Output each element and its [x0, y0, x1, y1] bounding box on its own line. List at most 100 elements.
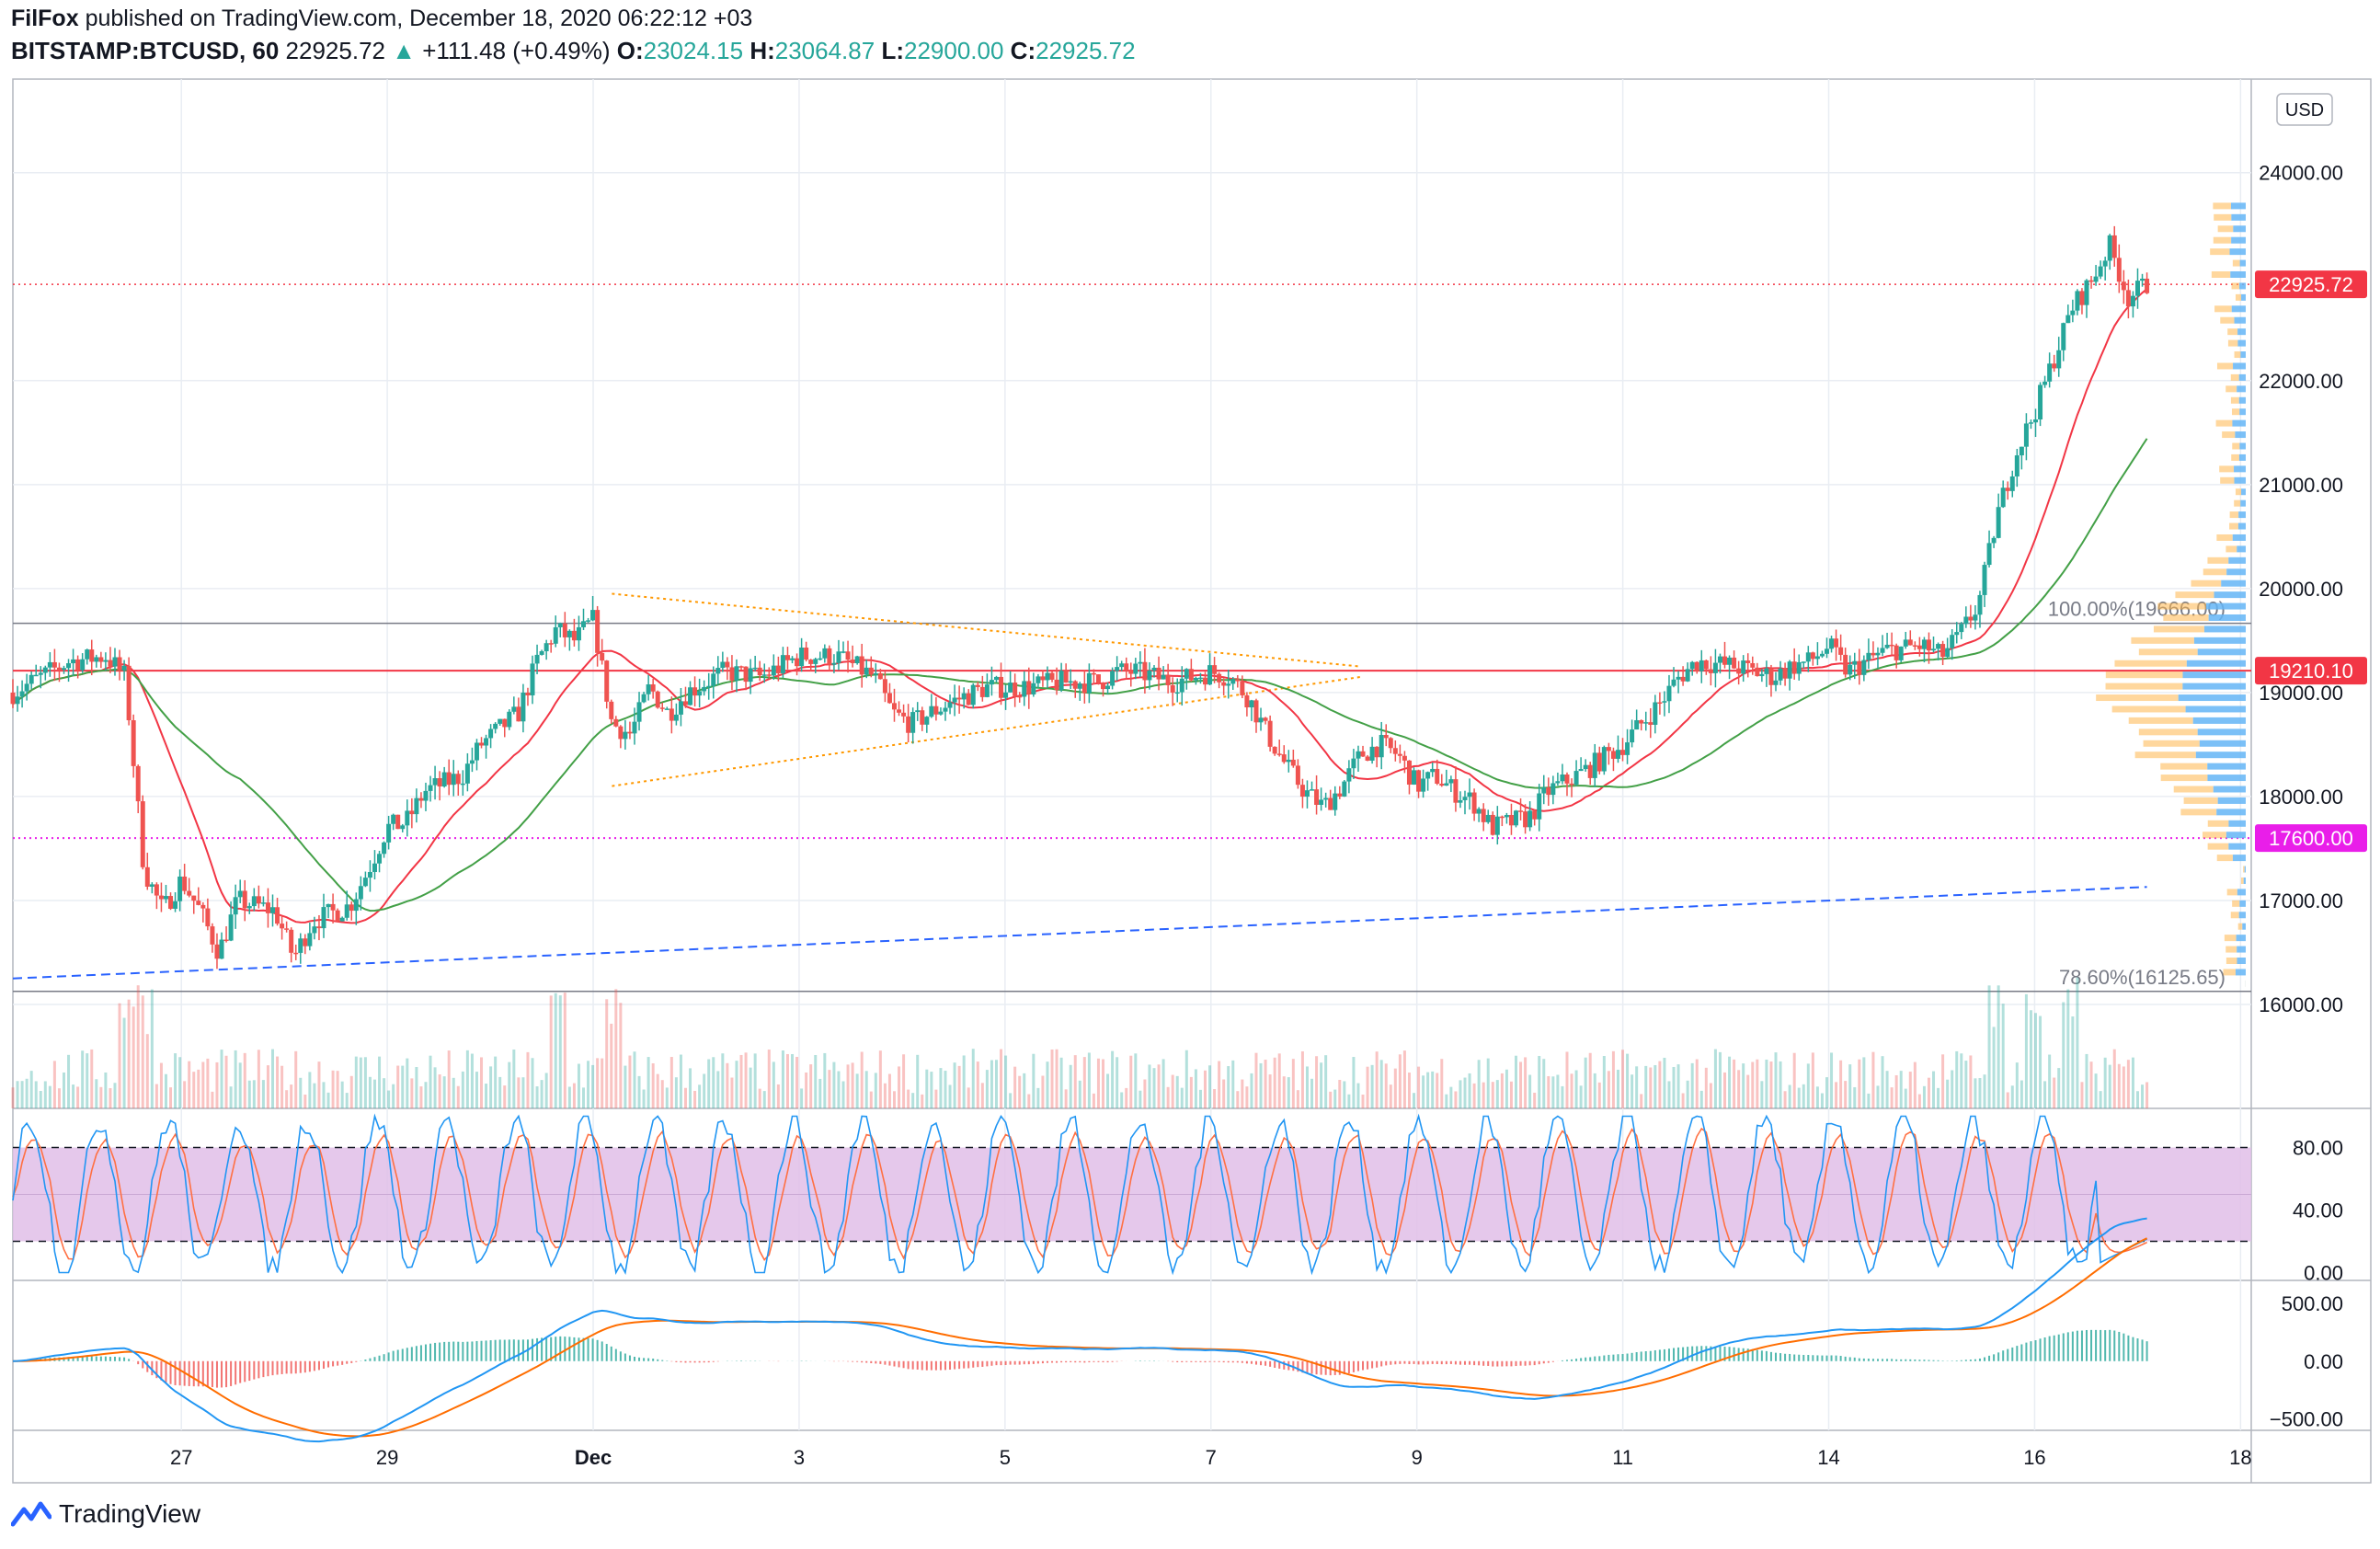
- author-name[interactable]: FilFox: [11, 6, 79, 31]
- volume-profile-bar: [2203, 832, 2226, 839]
- volume-bar: [57, 1088, 61, 1108]
- macd-histogram-bar: [285, 1360, 288, 1374]
- volume-bar: [814, 1054, 818, 1108]
- macd-histogram-bar: [1449, 1360, 1452, 1364]
- volume-bar: [544, 1073, 548, 1108]
- volume-bar: [183, 1081, 187, 1108]
- macd-histogram-bar: [462, 1341, 464, 1361]
- volume-bar: [1579, 1085, 1583, 1108]
- publish-info: FilFox published on TradingView.com, Dec…: [11, 6, 752, 32]
- candle-body: [1875, 652, 1881, 656]
- price-tick-label: 17000.00: [2259, 889, 2343, 912]
- macd-histogram-bar: [99, 1356, 102, 1361]
- volume-bar: [512, 1050, 516, 1108]
- candle-body: [1996, 507, 2001, 538]
- candle-body: [804, 648, 809, 660]
- volume-bar: [1783, 1091, 1787, 1108]
- volume-bar: [48, 1085, 51, 1108]
- candle-body: [1045, 672, 1050, 681]
- volume-bar: [429, 1055, 432, 1108]
- volume-bar: [596, 1058, 600, 1108]
- volume-bar: [81, 1050, 85, 1108]
- macd-histogram-bar: [1617, 1354, 1619, 1361]
- candle-body: [1852, 660, 1858, 665]
- macd-line: [12, 1217, 2147, 1443]
- candle-body: [1226, 683, 1231, 686]
- macd-histogram-bar: [503, 1339, 506, 1361]
- volume-bar: [1370, 1064, 1374, 1108]
- macd-histogram-bar: [568, 1337, 571, 1361]
- candle-body: [864, 667, 869, 675]
- macd-histogram-bar: [221, 1360, 223, 1388]
- volume-bar: [656, 1073, 659, 1108]
- candle-body: [2116, 258, 2122, 282]
- candle-body: [525, 692, 531, 695]
- candle-body: [929, 706, 934, 717]
- macd-histogram-bar: [1608, 1354, 1610, 1361]
- candle-body: [1494, 816, 1500, 835]
- candle-body: [943, 707, 948, 712]
- volume-bar: [832, 1061, 836, 1108]
- volume-bar: [465, 1050, 469, 1108]
- volume-bar: [1082, 1057, 1086, 1108]
- volume-bar: [132, 1006, 135, 1108]
- volume-bar: [1570, 1073, 1573, 1108]
- macd-histogram-bar: [1036, 1360, 1039, 1364]
- volume-bar: [971, 1049, 975, 1108]
- candle-body: [493, 723, 498, 729]
- volume-bar: [192, 1072, 196, 1108]
- stoch-tick-label: 80.00: [2293, 1137, 2343, 1160]
- volume-bar: [1830, 1052, 1834, 1108]
- candle-body: [1217, 673, 1222, 683]
- volume-profile-bar: [2208, 614, 2246, 621]
- currency-button-label[interactable]: USD: [2285, 100, 2324, 120]
- candle-body: [2070, 310, 2076, 316]
- volume-bar: [601, 1058, 604, 1108]
- macd-histogram-bar: [856, 1360, 859, 1362]
- macd-histogram-bar: [235, 1360, 237, 1385]
- volume-bar: [526, 1051, 530, 1108]
- candle-body: [1587, 764, 1593, 778]
- volume-bar: [1161, 1059, 1165, 1108]
- volume-bar: [1746, 1074, 1750, 1108]
- volume-bar: [907, 1089, 910, 1108]
- candle-body: [901, 712, 907, 717]
- x-tick-label: 5: [1000, 1446, 1011, 1469]
- volume-bar: [2043, 1081, 2047, 1108]
- candle-body: [738, 666, 744, 668]
- symbol-name[interactable]: BITSTAMP:BTCUSD, 60: [11, 37, 280, 64]
- volume-profile-bar: [2207, 774, 2246, 782]
- volume-bar: [762, 1091, 766, 1108]
- macd-histogram-bar: [1825, 1355, 1828, 1361]
- candle-body: [1991, 537, 1997, 544]
- candle-body: [1333, 793, 1338, 810]
- volume-bar: [1004, 1055, 1008, 1108]
- x-tick-label: 18: [2229, 1446, 2251, 1469]
- macd-histogram-bar: [1955, 1360, 1958, 1361]
- macd-histogram-bar: [536, 1337, 539, 1361]
- x-tick-label: 7: [1206, 1446, 1217, 1469]
- candle-body: [15, 696, 20, 705]
- macd-histogram-bar: [740, 1360, 743, 1361]
- volume-bar: [1018, 1075, 1022, 1108]
- macd-histogram-bar: [1871, 1359, 1874, 1361]
- macd-histogram-bar: [1254, 1360, 1257, 1365]
- volume-bar: [1820, 1093, 1824, 1108]
- macd-histogram-bar: [2043, 1337, 2046, 1361]
- volume-profile-bar: [2238, 453, 2246, 461]
- candle-body: [507, 711, 512, 728]
- volume-profile-bar: [2192, 717, 2246, 724]
- volume-bar: [818, 1078, 822, 1108]
- candle-body: [1796, 661, 1802, 674]
- volume-bar: [1927, 1077, 1930, 1108]
- volume-profile-bar: [2138, 648, 2198, 656]
- volume-profile-bar: [2231, 236, 2246, 244]
- macd-histogram-bar: [1594, 1356, 1596, 1361]
- x-tick-label: 14: [1817, 1446, 1839, 1469]
- tradingview-logo[interactable]: TradingView: [11, 1499, 200, 1529]
- macd-histogram-bar: [1250, 1360, 1253, 1364]
- volume-bar: [2053, 1077, 2056, 1108]
- macd-histogram-bar: [1510, 1360, 1513, 1367]
- candle-body: [47, 661, 52, 668]
